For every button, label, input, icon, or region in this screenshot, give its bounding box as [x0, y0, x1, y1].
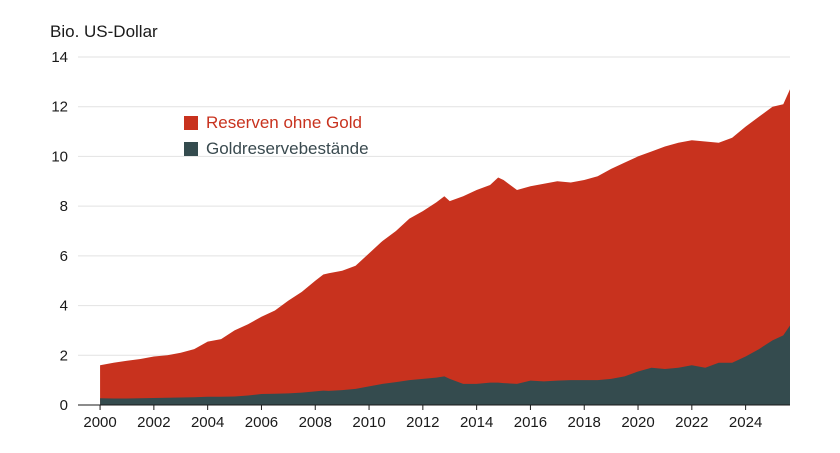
x-tick-label-2006: 2006: [245, 414, 278, 431]
y-tick-label-10: 10: [51, 148, 68, 165]
y-tick-label-4: 4: [60, 298, 68, 315]
x-tick-label-2002: 2002: [137, 414, 170, 431]
x-axis: 2000 2002 2004 2006 2008 2010 2012 2014 2016 2018…: [78, 404, 790, 431]
y-axis-title: Bio. US-Dollar: [50, 22, 158, 41]
y-tick-label-8: 8: [60, 198, 68, 215]
x-tick-label-2008: 2008: [299, 414, 332, 431]
legend-label-reserves: Reserven ohne Gold: [206, 113, 362, 132]
legend: Reserven ohne Gold Goldreservebestände: [184, 110, 369, 162]
x-tick-label-2020: 2020: [621, 414, 654, 431]
x-tick-label-2016: 2016: [514, 414, 547, 431]
x-tick-label-2024: 2024: [729, 414, 762, 431]
area-gold: [100, 325, 791, 405]
area-reserves: [100, 89, 791, 405]
x-tick-label-2012: 2012: [406, 414, 439, 431]
x-tick-label-2018: 2018: [568, 414, 601, 431]
x-tick-label-2014: 2014: [460, 414, 493, 431]
legend-swatch-gold: [184, 142, 198, 156]
x-tick-label-2022: 2022: [675, 414, 708, 431]
legend-item-gold: Goldreservebestände: [184, 136, 369, 162]
legend-swatch-reserves: [184, 116, 198, 130]
y-tick-label-12: 12: [51, 99, 68, 116]
y-tick-label-0: 0: [60, 397, 68, 414]
x-tick-label-2010: 2010: [352, 414, 385, 431]
x-tick-label-2004: 2004: [191, 414, 224, 431]
legend-label-gold: Goldreservebestände: [206, 139, 369, 158]
y-tick-label-14: 14: [51, 49, 68, 66]
y-tick-label-2: 2: [60, 347, 68, 364]
y-tick-label-6: 6: [60, 248, 68, 265]
chart-areas: [100, 89, 791, 405]
x-tick-label-2000: 2000: [83, 414, 116, 431]
legend-item-reserves: Reserven ohne Gold: [184, 110, 369, 136]
y-axis: 0 2 4 6 8 10 12 14: [51, 49, 68, 414]
